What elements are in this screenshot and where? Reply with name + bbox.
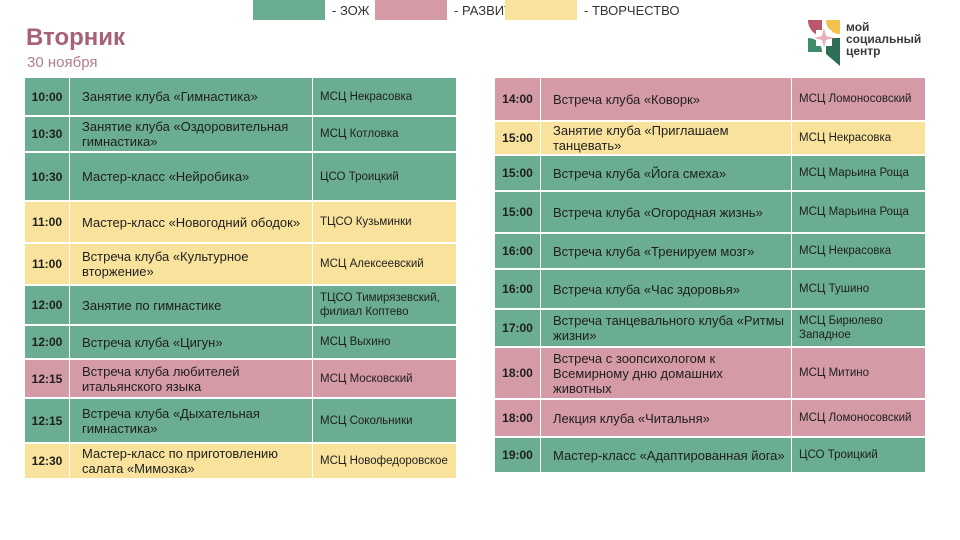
schedule-row: 16:00 Встреча клуба «Час здоровья» МСЦ Туш… — [495, 270, 925, 308]
event-cell: Мастер-класс по приготовлению салата «Ми… — [69, 444, 312, 478]
event-cell: Встреча клуба «Дыхательная гимнастика» — [69, 399, 312, 442]
time-cell: 15:00 — [495, 122, 540, 154]
schedule-row: 16:00 Встреча клуба «Тренируем мозг» МСЦ Н… — [495, 234, 925, 268]
logo-text: мой социальный центр — [846, 21, 921, 57]
time-cell: 14:00 — [495, 78, 540, 120]
place-cell: МСЦ Тушино — [791, 270, 925, 308]
time-cell: 10:30 — [25, 117, 69, 151]
time-cell: 12:00 — [25, 286, 69, 324]
page-date: 30 ноября — [27, 54, 98, 71]
legend-label-zozh: - ЗОЖ — [332, 3, 370, 18]
event-cell: Занятие клуба «Приглашаем танцевать» — [540, 122, 791, 154]
logo-line-1: мой — [846, 20, 870, 34]
time-cell: 12:15 — [25, 360, 69, 397]
schedule-row: 12:15 Встреча клуба «Дыхательная гимнасти… — [25, 399, 456, 442]
logo-icon — [808, 20, 840, 66]
event-cell: Встреча клуба любителей итальянского язы… — [69, 360, 312, 397]
schedule-row: 15:00 Занятие клуба «Приглашаем танцевать… — [495, 122, 925, 154]
schedule-table-left: 10:00 Занятие клуба «Гимнастика» МСЦ Некра… — [25, 76, 456, 480]
time-cell: 12:00 — [25, 326, 69, 358]
time-cell: 15:00 — [495, 156, 540, 190]
event-cell: Занятие клуба «Оздоровительная гимнастик… — [69, 117, 312, 151]
time-cell: 11:00 — [25, 202, 69, 242]
schedule-row: 18:00 Лекция клуба «Читальня» МСЦ Ломоносо… — [495, 400, 925, 436]
logo-line-2: социальный — [846, 32, 922, 46]
place-cell: МСЦ Марьина Роща — [791, 156, 925, 190]
event-cell: Лекция клуба «Читальня» — [540, 400, 791, 436]
event-cell: Встреча клуба «Культурное вторжение» — [69, 244, 312, 284]
place-cell: МСЦ Некрасовка — [791, 122, 925, 154]
place-cell: МСЦ Ломоносовский — [791, 400, 925, 436]
schedule-row: 11:00 Встреча клуба «Культурное вторжение… — [25, 244, 456, 284]
place-cell: МСЦ Бирюлево Западное — [791, 310, 925, 346]
time-cell: 11:00 — [25, 244, 69, 284]
schedule-row: 12:00 Занятие по гимнастике ТЦСО Тимирязев… — [25, 286, 456, 324]
time-cell: 10:30 — [25, 153, 69, 200]
time-cell: 12:30 — [25, 444, 69, 478]
event-cell: Встреча с зоопсихологом к Всемирному дню… — [540, 348, 791, 398]
place-cell: МСЦ Котловка — [312, 117, 456, 151]
schedule-row: 12:00 Встреча клуба «Цигун» МСЦ Выхино — [25, 326, 456, 358]
time-cell: 16:00 — [495, 234, 540, 268]
event-cell: Мастер-класс «Нейробика» — [69, 153, 312, 200]
schedule-row: 10:30 Занятие клуба «Оздоровительная гимн… — [25, 117, 456, 151]
time-cell: 19:00 — [495, 438, 540, 472]
schedule-row: 12:15 Встреча клуба любителей итальянског… — [25, 360, 456, 397]
event-cell: Встреча клуба «Тренируем мозг» — [540, 234, 791, 268]
place-cell: МСЦ Некрасовка — [312, 78, 456, 115]
event-cell: Встреча танцевального клуба «Ритмы жизни… — [540, 310, 791, 346]
place-cell: ЦСО Троицкий — [312, 153, 456, 200]
place-cell: ТЦСО Кузьминки — [312, 202, 456, 242]
event-cell: Встреча клуба «Йога смеха» — [540, 156, 791, 190]
schedule-row: 10:00 Занятие клуба «Гимнастика» МСЦ Некра… — [25, 78, 456, 115]
logo: мой социальный центр — [806, 18, 946, 70]
event-cell: Занятие клуба «Гимнастика» — [69, 78, 312, 115]
time-cell: 16:00 — [495, 270, 540, 308]
schedule-row: 19:00 Мастер-класс «Адаптированная йога» Ц… — [495, 438, 925, 472]
schedule-row: 15:00 Встреча клуба «Огородная жизнь» МСЦ … — [495, 192, 925, 232]
schedule-row: 18:00 Встреча с зоопсихологом к Всемирном… — [495, 348, 925, 398]
time-cell: 17:00 — [495, 310, 540, 346]
time-cell: 18:00 — [495, 400, 540, 436]
schedule-row: 15:00 Встреча клуба «Йога смеха» МСЦ Марьи… — [495, 156, 925, 190]
event-cell: Встреча клуба «Цигун» — [69, 326, 312, 358]
time-cell: 18:00 — [495, 348, 540, 398]
event-cell: Встреча клуба «Коворк» — [540, 78, 791, 120]
legend-swatch-tvor — [505, 0, 577, 20]
time-cell: 15:00 — [495, 192, 540, 232]
schedule-table-right: 14:00 Встреча клуба «Коворк» МСЦ Ломоносов… — [495, 76, 925, 474]
legend-swatch-zozh — [253, 0, 325, 20]
event-cell: Занятие по гимнастике — [69, 286, 312, 324]
time-cell: 10:00 — [25, 78, 69, 115]
legend-swatch-razv — [375, 0, 447, 20]
event-cell: Встреча клуба «Час здоровья» — [540, 270, 791, 308]
place-cell: МСЦ Московский — [312, 360, 456, 397]
place-cell: ТЦСО Тимирязевский, филиал Коптево — [312, 286, 456, 324]
event-cell: Мастер-класс «Новогодний ободок» — [69, 202, 312, 242]
place-cell: МСЦ Марьина Роща — [791, 192, 925, 232]
schedule-row: 11:00 Мастер-класс «Новогодний ободок» ТЦС… — [25, 202, 456, 242]
page-title: Вторник — [26, 24, 126, 51]
place-cell: МСЦ Алексеевский — [312, 244, 456, 284]
schedule-row: 17:00 Встреча танцевального клуба «Ритмы … — [495, 310, 925, 346]
logo-line-3: центр — [846, 44, 881, 58]
place-cell: МСЦ Некрасовка — [791, 234, 925, 268]
schedule-row: 14:00 Встреча клуба «Коворк» МСЦ Ломоносов… — [495, 78, 925, 120]
event-cell: Встреча клуба «Огородная жизнь» — [540, 192, 791, 232]
place-cell: МСЦ Выхино — [312, 326, 456, 358]
time-cell: 12:15 — [25, 399, 69, 442]
place-cell: МСЦ Ломоносовский — [791, 78, 925, 120]
place-cell: ЦСО Троицкий — [791, 438, 925, 472]
place-cell: МСЦ Митино — [791, 348, 925, 398]
schedule-row: 10:30 Мастер-класс «Нейробика» ЦСО Троицки… — [25, 153, 456, 200]
schedule-row: 12:30 Мастер-класс по приготовлению салат… — [25, 444, 456, 478]
legend-label-tvor: - ТВОРЧЕСТВО — [584, 3, 680, 18]
event-cell: Мастер-класс «Адаптированная йога» — [540, 438, 791, 472]
place-cell: МСЦ Новофедоровское — [312, 444, 456, 478]
place-cell: МСЦ Сокольники — [312, 399, 456, 442]
